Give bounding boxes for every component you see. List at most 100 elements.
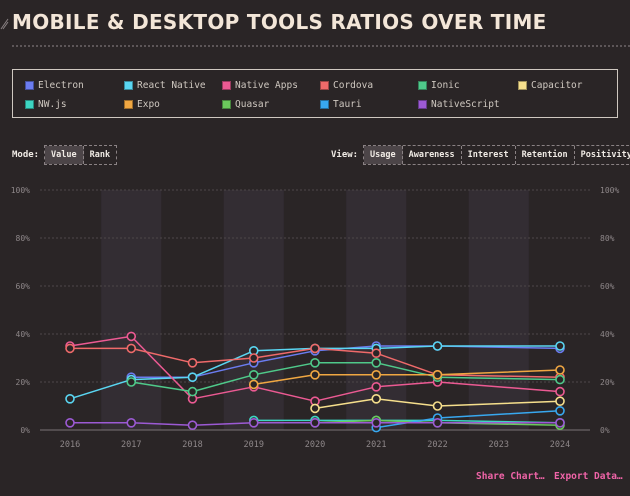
legend-label: Expo: [137, 99, 160, 110]
legend-swatch: [222, 81, 231, 90]
legend-swatch: [418, 81, 427, 90]
y-tick-label-left: 40%: [16, 330, 31, 339]
y-tick-label-right: 0%: [600, 426, 610, 435]
x-tick-label-2022: 2022: [427, 440, 447, 450]
data-point-expo-2021: [371, 370, 382, 380]
legend: Electron React Native Native Apps Cordova Io…: [12, 69, 618, 118]
view-positivity-button[interactable]: Positivity: [580, 150, 630, 160]
legend-label: Ionic: [431, 80, 460, 91]
y-tick-label-right: 100%: [600, 186, 619, 195]
view-usage-button[interactable]: Usage: [364, 146, 403, 164]
legend-item-tauri[interactable]: Tauri: [320, 99, 362, 110]
mode-value-button[interactable]: Value: [45, 146, 84, 164]
x-tick-label-2017: 2017: [121, 440, 141, 450]
mode-toggle: Value Rank: [44, 145, 118, 165]
legend-item-nw-js[interactable]: NW.js: [25, 99, 67, 110]
legend-label: NativeScript: [431, 99, 500, 110]
share-chart-link[interactable]: Share Chart…: [476, 471, 545, 482]
data-point-expo-2020: [310, 370, 320, 380]
legend-item-native-apps[interactable]: Native Apps: [222, 80, 298, 91]
legend-label: Electron: [38, 80, 84, 91]
legend-item-capacitor[interactable]: Capacitor: [518, 80, 582, 91]
mode-label: Mode:: [12, 150, 40, 160]
view-retention-button[interactable]: Retention: [516, 146, 575, 164]
data-point-nativescript-2018: [187, 420, 198, 430]
legend-item-electron[interactable]: Electron: [25, 80, 84, 91]
mode-rank-button[interactable]: Rank: [89, 150, 111, 160]
data-point-native-apps-2017: [126, 331, 137, 342]
legend-label: Native Apps: [235, 80, 298, 91]
x-tick-label-2020: 2020: [305, 440, 325, 450]
data-point-capacitor-2024: [555, 396, 565, 406]
data-point-cordova-2020: [310, 343, 320, 354]
legend-swatch: [320, 81, 329, 90]
data-point-ionic-2019: [248, 370, 259, 380]
year-band-2021: [346, 190, 407, 430]
legend-swatch: [124, 81, 133, 90]
legend-label: React Native: [137, 80, 206, 91]
line-chart: 0% 0% 20% 20% 40% 40% 60% 60% 80% 80% 100% 100% 2016…: [11, 186, 620, 450]
data-point-expo-2024: [555, 365, 565, 375]
title-decoration-icon: [0, 18, 9, 30]
y-tick-label-right: 60%: [600, 282, 615, 291]
data-point-capacitor-2021: [371, 394, 382, 404]
series-line-cordova: [70, 347, 561, 378]
legend-item-cordova[interactable]: Cordova: [320, 80, 373, 91]
legend-swatch: [25, 81, 34, 90]
data-point-react-native-2022: [432, 341, 443, 351]
series-line-quasar: [314, 419, 561, 426]
legend-swatch: [518, 81, 527, 90]
data-point-native-apps-2021: [371, 382, 382, 392]
x-tick-label-2016: 2016: [60, 440, 80, 450]
legend-item-nativescript[interactable]: NativeScript: [418, 99, 500, 110]
data-point-cordova-2019: [248, 353, 259, 363]
legend-item-react-native[interactable]: React Native: [124, 80, 206, 91]
title-divider: [12, 45, 630, 47]
legend-label: Capacitor: [531, 80, 583, 91]
legend-item-ionic[interactable]: Ionic: [418, 80, 460, 91]
year-band-2019: [223, 190, 284, 430]
legend-label: Cordova: [333, 80, 374, 91]
x-tick-label-2023: 2023: [489, 440, 509, 450]
year-band-2017: [101, 190, 162, 430]
data-point-nativescript-2022: [432, 418, 443, 428]
x-tick-label-2024: 2024: [550, 440, 570, 450]
y-tick-label-right: 20%: [600, 378, 615, 387]
view-toggle: Usage Awareness Interest Retention Posit…: [363, 145, 630, 165]
view-label: View:: [331, 150, 359, 160]
legend-swatch: [418, 100, 427, 109]
y-tick-label-right: 80%: [600, 234, 615, 243]
data-point-nativescript-2021: [371, 418, 382, 428]
export-data-link[interactable]: Export Data…: [554, 471, 623, 482]
data-point-native-apps-2024: [555, 386, 565, 397]
view-interest-button[interactable]: Interest: [462, 146, 516, 164]
legend-label: Tauri: [333, 99, 362, 110]
data-point-ionic-2021: [371, 358, 382, 368]
x-tick-label-2021: 2021: [366, 440, 386, 450]
data-point-react-native-2018: [187, 372, 198, 382]
data-point-capacitor-2022: [432, 401, 443, 411]
data-point-react-native-2024: [555, 341, 565, 351]
data-point-nativescript-2020: [310, 418, 320, 428]
legend-item-quasar[interactable]: Quasar: [222, 99, 269, 110]
y-tick-label-left: 0%: [20, 426, 30, 435]
series-line-capacitor: [314, 398, 561, 410]
legend-swatch: [320, 100, 329, 109]
data-point-ionic-2018: [187, 386, 198, 397]
data-point-nativescript-2019: [248, 418, 259, 428]
legend-swatch: [25, 100, 34, 109]
series-line-nativescript: [70, 422, 560, 426]
data-point-nativescript-2017: [126, 418, 137, 428]
data-point-expo-2022: [432, 370, 443, 380]
data-point-react-native-2016: [65, 394, 75, 404]
y-tick-label-left: 60%: [16, 282, 31, 291]
data-point-cordova-2017: [126, 343, 137, 354]
data-point-tauri-2024: [555, 406, 565, 416]
y-tick-label-right: 40%: [600, 330, 615, 339]
y-tick-label-left: 100%: [11, 186, 30, 195]
data-point-ionic-2020: [310, 358, 320, 368]
y-tick-label-left: 80%: [16, 234, 31, 243]
legend-item-expo[interactable]: Expo: [124, 99, 160, 110]
view-awareness-button[interactable]: Awareness: [403, 146, 462, 164]
data-point-cordova-2021: [371, 348, 382, 358]
